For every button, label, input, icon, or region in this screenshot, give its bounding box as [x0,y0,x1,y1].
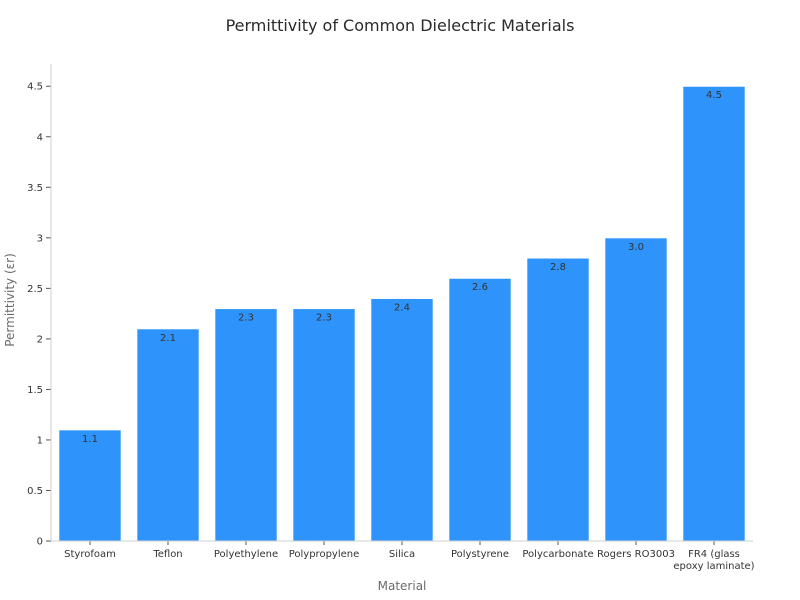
data-label: 4.5 [706,90,722,101]
data-label: 2.1 [160,333,176,344]
x-tick-label: Polypropylene [289,549,360,560]
x-tick-label: Polyethylene [214,549,278,560]
x-tick-label-line: Polypropylene [289,549,360,560]
bar [292,308,356,542]
x-tick-label-line: Silica [389,549,415,560]
data-labels: 1.1 2.1 2.3 2.3 2.4 2.6 2.8 3.0 4.5 [82,90,722,445]
data-label: 2.6 [472,282,488,293]
x-tick-label: FR4 (glass epoxy laminate) [673,549,754,572]
x-tick-label-line: Teflon [152,549,182,560]
x-tick-label: Polycarbonate [522,549,593,560]
data-label: 1.1 [82,434,98,445]
x-tick-label: Styrofoam [64,549,116,560]
bar [604,237,668,542]
x-tick-label-line: epoxy laminate) [673,561,754,572]
bar [214,308,278,542]
x-tick-label-line: Polystyrene [451,549,509,560]
data-label: 2.8 [550,262,566,273]
x-tick-label-line: Polycarbonate [522,549,593,560]
y-tick-label: 3.5 [27,183,43,194]
x-tick-label: Teflon [152,549,182,560]
data-label: 3.0 [628,242,644,253]
x-tick-label-line: Rogers RO3003 [597,549,675,560]
x-tick-label-line: Styrofoam [64,549,116,560]
y-tick-label: 0.5 [27,486,43,497]
y-tick-label: 1 [37,435,43,446]
bar [526,257,590,542]
x-axis-label: Material [378,579,427,593]
y-tick-label: 2 [37,334,43,345]
x-tick-label: Silica [389,549,415,560]
data-label: 2.3 [238,313,254,324]
bar [682,85,746,542]
y-tick-label: 4.5 [27,82,43,93]
y-tick-label: 4 [37,132,43,143]
y-tick-label: 2.5 [27,284,43,295]
chart-title: Permittivity of Common Dielectric Materi… [226,16,575,35]
x-tick-label-line: Polyethylene [214,549,278,560]
y-tick-label: 0 [37,537,43,548]
y-tick-label: 3 [37,233,43,244]
y-axis-label: Permittivity (εr) [3,253,17,347]
x-tick-label-line: FR4 (glass [688,549,740,560]
data-label: 2.3 [316,313,332,324]
bar [370,297,434,542]
y-axis-ticks: 0 0.5 1 1.5 2 2.5 3 3.5 4 4.5 [27,82,51,548]
bar [136,328,200,542]
x-tick-label: Polystyrene [451,549,509,560]
y-tick-label: 1.5 [27,385,43,396]
data-label: 2.4 [394,302,410,313]
bar [448,277,512,542]
x-axis-ticks: Styrofoam Teflon Polyethylene Polypropylene… [64,541,755,572]
bars [58,85,746,542]
bar [58,429,122,542]
x-tick-label: Rogers RO3003 [597,549,675,560]
